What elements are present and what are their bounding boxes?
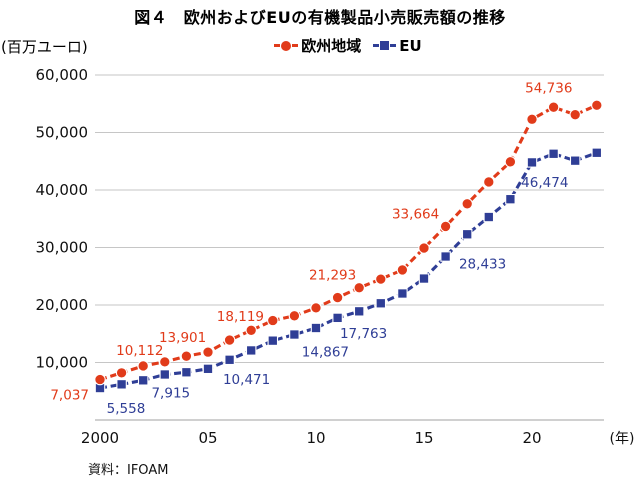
legend-dash (292, 44, 299, 47)
legend-dash (390, 44, 397, 47)
chart-title: 図４ 欧州およびEUの有機製品小売販売額の推移 (134, 8, 506, 27)
data-point-marker (569, 155, 581, 166)
data-point-marker (115, 367, 128, 379)
data-point-marker (116, 379, 127, 390)
legend-label-eu: EU (399, 36, 422, 55)
data-point-marker (245, 345, 257, 356)
legend-dash (373, 44, 380, 47)
data-point-marker (461, 229, 473, 240)
data-label: 5,558 (107, 401, 146, 417)
data-point-marker (137, 360, 149, 372)
data-point-marker (310, 302, 322, 314)
y-tick-label: 30,000 (36, 239, 89, 257)
data-point-marker (331, 291, 344, 304)
data-point-marker (180, 350, 193, 362)
data-point-marker (440, 251, 451, 262)
data-point-marker (505, 193, 516, 205)
data-point-marker (504, 156, 517, 168)
legend: 欧州地域 EU (28, 35, 640, 56)
data-point-marker (526, 113, 538, 126)
legend-item-europe: 欧州地域 (274, 35, 361, 56)
y-tick-label: 10,000 (36, 354, 89, 372)
y-tick-label: 50,000 (36, 124, 89, 142)
data-point-marker (526, 157, 538, 168)
data-point-marker (418, 273, 430, 284)
x-tick-label: 20 (522, 429, 541, 447)
data-point-marker (375, 273, 387, 285)
data-point-marker (288, 310, 301, 322)
data-point-marker (202, 346, 214, 358)
data-point-marker (353, 306, 365, 317)
legend-dash (274, 44, 281, 47)
series-line-欧州地域 (99, 103, 598, 382)
data-point-marker (483, 176, 495, 188)
data-point-marker (439, 220, 452, 233)
source-note: 資料：IFOAM (88, 463, 169, 478)
data-point-marker (245, 324, 257, 337)
data-point-marker (332, 312, 343, 324)
x-tick-label: 05 (198, 429, 217, 447)
data-point-marker (418, 242, 430, 254)
data-point-marker (181, 367, 192, 378)
data-label: 17,763 (340, 326, 387, 342)
square-marker-icon (380, 41, 390, 50)
data-label: 7,915 (151, 385, 190, 401)
data-point-marker (267, 335, 279, 346)
data-label: 33,664 (392, 206, 439, 222)
x-tick-label: 10 (306, 429, 325, 447)
data-label: 13,901 (159, 330, 206, 346)
y-tick-label: 40,000 (36, 181, 89, 199)
data-label: 28,433 (459, 257, 506, 273)
data-point-marker (547, 101, 560, 113)
data-label: 10,112 (116, 343, 163, 359)
data-point-marker (159, 356, 171, 368)
data-label: 21,293 (309, 268, 356, 284)
y-tick-label: 20,000 (36, 296, 89, 314)
data-label: 18,119 (217, 309, 264, 325)
data-point-marker (548, 148, 559, 160)
data-point-marker (483, 211, 495, 223)
data-label: 46,474 (521, 175, 568, 191)
data-point-marker (569, 108, 581, 121)
circle-marker-icon (281, 40, 292, 51)
data-label: 54,736 (525, 80, 572, 96)
data-point-marker (396, 264, 409, 276)
data-point-marker (591, 99, 603, 112)
x-tick-label: 15 (414, 429, 433, 447)
data-point-marker (591, 147, 603, 159)
data-point-marker (137, 375, 149, 386)
data-point-marker (310, 322, 322, 334)
legend-item-eu: EU (373, 35, 422, 56)
data-point-marker (202, 363, 214, 375)
data-point-marker (159, 369, 171, 380)
data-point-marker (375, 298, 387, 309)
data-point-marker (353, 281, 365, 294)
y-axis-unit-label: (百万ユーロ) (1, 38, 88, 56)
data-point-marker (267, 314, 279, 327)
series-line-EU (99, 151, 598, 390)
y-tick-label: 60,000 (36, 66, 89, 84)
x-tick-label: 2000 (81, 429, 119, 447)
data-point-marker (224, 354, 235, 366)
data-point-marker (397, 288, 408, 299)
data-point-marker (289, 329, 300, 340)
data-point-marker (461, 198, 473, 210)
x-axis-unit-label: (年) (610, 431, 635, 447)
legend-label-europe: 欧州地域 (301, 37, 362, 55)
data-point-marker (223, 334, 236, 346)
data-point-marker (94, 373, 106, 386)
data-label: 14,867 (302, 345, 349, 361)
data-label: 7,037 (50, 388, 89, 404)
data-label: 10,471 (223, 372, 270, 388)
